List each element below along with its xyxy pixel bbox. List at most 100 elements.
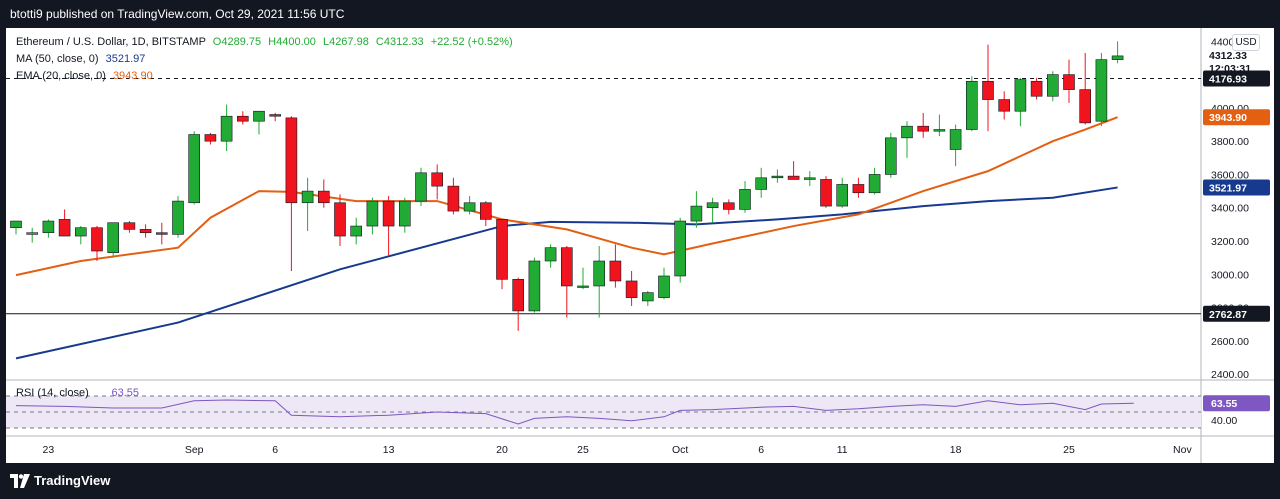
- candle-body: [609, 260, 622, 282]
- candle-body: [431, 172, 444, 187]
- candle: [382, 196, 395, 257]
- symbol-legend: Ethereum / U.S. Dollar, 1D, BITSTAMP O42…: [16, 36, 513, 48]
- symbol-name: Ethereum / U.S. Dollar, 1D, BITSTAMP: [16, 36, 206, 48]
- candle: [901, 121, 913, 158]
- ema-label: EMA (20, close, 0): [16, 70, 106, 82]
- candle-body: [917, 125, 930, 132]
- candle: [269, 112, 282, 122]
- candle-body: [884, 137, 897, 175]
- time-tick-label: 25: [577, 444, 589, 456]
- candle-body: [447, 185, 460, 212]
- rsi-tick-label: 40.00: [1211, 415, 1237, 427]
- brand-name: TradingView: [34, 473, 111, 488]
- candle-body: [998, 99, 1011, 112]
- candle: [690, 191, 703, 228]
- candle-body: [26, 232, 39, 235]
- candle: [1079, 52, 1091, 125]
- candle-body: [301, 190, 314, 204]
- candle-body: [706, 202, 719, 209]
- price-chart[interactable]: 4400.004200.004000.003800.003600.003400.…: [6, 28, 1274, 463]
- candle: [560, 246, 573, 318]
- candle: [1063, 59, 1075, 103]
- time-tick-label: 6: [272, 444, 278, 456]
- candle: [188, 131, 200, 205]
- time-tick-label: Sep: [185, 444, 204, 456]
- chart-panel[interactable]: 4400.004200.004000.003800.003600.003400.…: [6, 28, 1274, 463]
- time-tick-label: 18: [950, 444, 962, 456]
- time-tick-label: 23: [43, 444, 55, 456]
- candle-body: [253, 110, 265, 122]
- ema-legend: EMA (20, close, 0) 3943.90: [16, 70, 153, 82]
- candle-body: [544, 247, 557, 262]
- candle-body: [674, 220, 687, 277]
- candle-body: [625, 280, 638, 298]
- candle-body: [156, 232, 168, 235]
- candle-body: [787, 175, 800, 180]
- candle: [803, 171, 816, 187]
- candle-body: [188, 134, 200, 204]
- candle: [884, 132, 897, 178]
- candle: [755, 167, 768, 198]
- ma-value: 3521.97: [105, 53, 146, 65]
- candle-body: [496, 219, 508, 280]
- candle-body: [334, 202, 346, 237]
- price-tick-label: 3400.00: [1211, 203, 1249, 215]
- candle: [91, 226, 103, 262]
- candle-body: [285, 117, 298, 204]
- candle-body: [577, 285, 589, 288]
- candle: [625, 270, 638, 306]
- candle: [512, 277, 525, 331]
- publisher-bar: btotti9 published on TradingView.com, Oc…: [0, 0, 1280, 28]
- candle: [447, 177, 460, 215]
- candle: [10, 220, 22, 235]
- candle-body: [172, 200, 184, 235]
- candle-body: [658, 275, 670, 298]
- level-tag-upper-bg: [1203, 70, 1270, 87]
- currency-button[interactable]: USD: [1232, 34, 1260, 51]
- candle-body: [139, 229, 152, 234]
- candle-body: [220, 115, 233, 142]
- candle: [301, 177, 314, 232]
- rsi-value-tag-text: 63.55: [1211, 398, 1237, 410]
- candle: [544, 244, 557, 268]
- candle-body: [852, 184, 865, 194]
- candle: [463, 196, 476, 215]
- candle: [771, 169, 784, 183]
- candle: [107, 222, 119, 258]
- candle: [334, 194, 346, 247]
- candle: [26, 227, 39, 243]
- price-tick-label: 3000.00: [1211, 269, 1249, 281]
- candle: [317, 179, 330, 208]
- candle: [852, 177, 865, 198]
- candle: [1095, 52, 1108, 127]
- candle-body: [1014, 79, 1027, 112]
- candle: [58, 209, 71, 237]
- candle: [366, 197, 379, 235]
- candle: [949, 124, 962, 167]
- candle: [528, 257, 541, 313]
- candle: [75, 226, 87, 245]
- ma-tag-bg: [1203, 179, 1270, 196]
- candle: [868, 167, 881, 195]
- candle: [42, 219, 55, 238]
- candle: [674, 217, 687, 283]
- candle-body: [463, 202, 476, 212]
- time-tick-label: Oct: [672, 444, 688, 456]
- candle-body: [1079, 89, 1091, 124]
- last-price-tag-bg: [1203, 46, 1270, 77]
- time-tick-label: 11: [837, 444, 848, 456]
- candle: [706, 197, 719, 223]
- candle-body: [1047, 74, 1059, 97]
- publisher-text: btotti9 published on TradingView.com, Oc…: [10, 7, 345, 21]
- candle: [431, 164, 444, 200]
- candle: [237, 111, 249, 125]
- candle: [139, 224, 152, 238]
- low-value: L4267.98: [322, 36, 369, 48]
- rsi-legend-value: 63.55: [112, 387, 140, 399]
- candle: [1014, 77, 1027, 127]
- high-value: H4400.00: [268, 36, 316, 48]
- tradingview-logo-icon: [10, 474, 30, 488]
- candle-body: [901, 125, 913, 139]
- candle: [933, 114, 946, 137]
- candle: [350, 217, 363, 245]
